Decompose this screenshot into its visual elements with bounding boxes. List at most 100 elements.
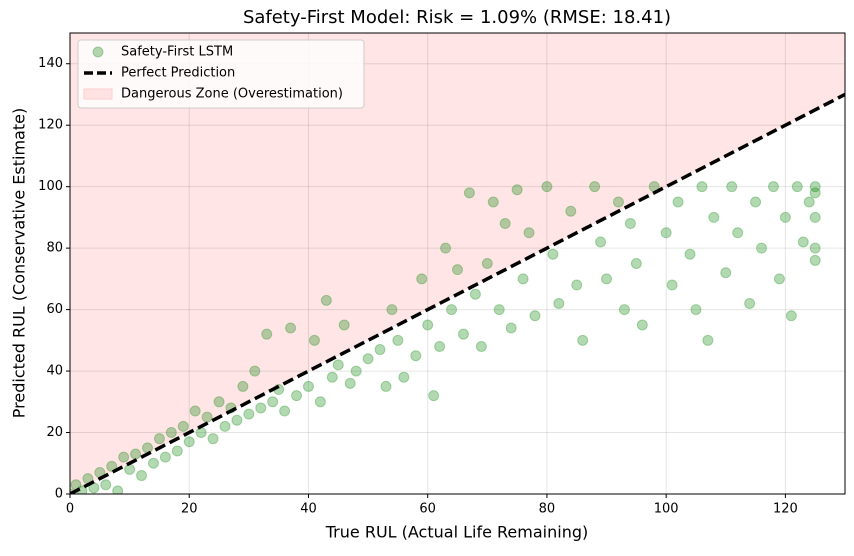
scatter-point — [398, 371, 410, 383]
scatter-point — [386, 304, 398, 316]
scatter-point — [219, 420, 231, 432]
scatter-point — [374, 344, 386, 356]
scatter-point — [457, 328, 469, 340]
scatter-point — [809, 242, 821, 254]
scatter-point — [434, 340, 446, 352]
scatter-point — [744, 297, 756, 309]
scatter-point — [344, 377, 356, 389]
scatter-point — [308, 334, 320, 346]
scatter-point — [767, 181, 779, 193]
y-tick-label: 100 — [38, 179, 63, 194]
scatter-point — [565, 205, 577, 217]
scatter-point — [291, 390, 303, 402]
scatter-point — [529, 310, 541, 322]
scatter-point — [422, 319, 434, 331]
scatter-point — [809, 254, 821, 266]
scatter-point — [189, 405, 201, 417]
scatter-point — [410, 350, 422, 362]
scatter-point — [320, 294, 332, 306]
scatter-point — [773, 273, 785, 285]
scatter-point — [803, 196, 815, 208]
scatter-point — [523, 227, 535, 239]
y-tick-label: 80 — [46, 241, 63, 256]
danger-region — [70, 33, 845, 494]
scatter-point — [136, 470, 148, 482]
scatter-point — [708, 211, 720, 223]
scatter-point — [499, 218, 511, 230]
scatter-point — [785, 310, 797, 322]
scatter-point — [392, 334, 404, 346]
scatter-point — [541, 181, 553, 193]
scatter-point — [553, 297, 565, 309]
scatter-point — [314, 396, 326, 408]
scatter-point — [624, 218, 636, 230]
scatter-point — [732, 227, 744, 239]
scatter-point — [153, 433, 165, 445]
scatter-point — [171, 445, 183, 457]
scatter-point — [446, 304, 458, 316]
scatter-point — [612, 196, 624, 208]
scatter-point — [231, 414, 243, 426]
scatter-point — [571, 279, 583, 291]
scatter-point — [779, 211, 791, 223]
plot — [70, 33, 845, 494]
scatter-point — [720, 267, 732, 279]
y-axis-label: Predicted RUL (Conservative Estimate) — [10, 108, 29, 418]
scatter-point — [261, 328, 273, 340]
scatter-point — [475, 340, 487, 352]
scatter-point — [601, 273, 613, 285]
legend-box — [77, 39, 365, 109]
scatter-point — [338, 319, 350, 331]
scatter-point — [124, 463, 136, 475]
x-axis-label: True RUL (Actual Life Remaining) — [325, 523, 588, 542]
scatter-point — [809, 211, 821, 223]
perfect-line — [70, 92, 845, 494]
scatter-point — [547, 248, 559, 260]
scatter-point — [350, 365, 362, 377]
scatter-point — [696, 181, 708, 193]
scatter-point — [279, 405, 291, 417]
scatter-point — [255, 402, 267, 414]
x-tick-label: 80 — [539, 502, 556, 517]
scatter-point — [463, 187, 475, 199]
x-tick-label: 120 — [773, 502, 798, 517]
y-tick-label: 140 — [38, 56, 63, 71]
y-tick-label: 40 — [46, 364, 63, 379]
scatter-point — [481, 258, 493, 269]
scatter-point — [660, 227, 672, 239]
legend-label: Safety-First LSTM — [121, 45, 233, 60]
scatter-point — [511, 184, 523, 196]
legend-marker — [92, 46, 104, 58]
scatter-point — [636, 319, 648, 331]
scatter-point — [726, 181, 738, 193]
scatter-point — [326, 371, 338, 383]
scatter-point — [100, 479, 112, 491]
y-tick-label: 0 — [55, 487, 63, 502]
scatter-point — [702, 334, 714, 346]
scatter-point — [112, 485, 124, 494]
scatter-point — [577, 334, 589, 346]
scatter-point — [756, 242, 768, 254]
scatter-point — [517, 273, 529, 285]
scatter-point — [165, 427, 177, 439]
scatter-point — [118, 451, 130, 463]
scatter-point — [207, 433, 219, 445]
scatter-point — [791, 181, 803, 193]
scatter-point — [302, 380, 314, 392]
scatter-point — [809, 181, 821, 193]
scatter-point — [159, 451, 171, 463]
scatter-point — [487, 196, 499, 208]
scatter-point — [618, 304, 630, 316]
scatter-point — [416, 273, 428, 285]
x-tick-label: 60 — [419, 502, 436, 517]
y-tick-label: 120 — [38, 118, 63, 133]
scatter-point — [130, 448, 142, 460]
scatter-point — [750, 196, 762, 208]
scatter-point — [595, 236, 607, 248]
y-tick-label: 60 — [46, 302, 63, 317]
scatter-point — [201, 411, 213, 423]
scatter-point — [249, 365, 261, 377]
legend-patch — [83, 88, 113, 100]
scatter-point — [469, 288, 481, 300]
